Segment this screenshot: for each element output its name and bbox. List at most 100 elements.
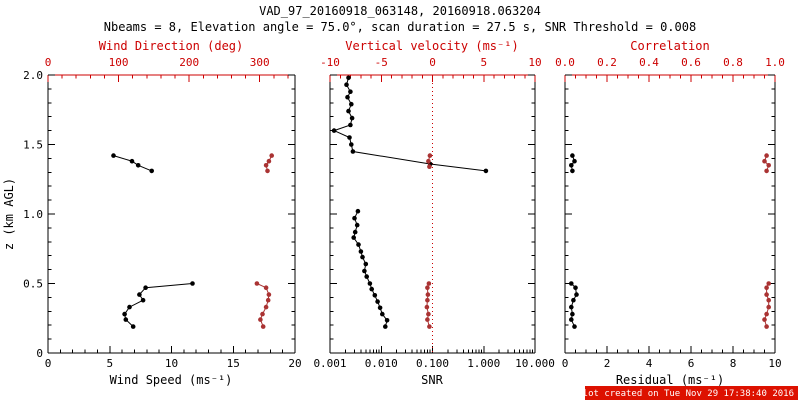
data-point bbox=[766, 163, 771, 168]
y-tick-label: 0.5 bbox=[23, 278, 43, 291]
top-tick-label: 0 bbox=[45, 56, 52, 69]
x-tick-label: 6 bbox=[688, 357, 695, 370]
residual-axis-label: Residual (ms⁻¹) bbox=[616, 373, 724, 387]
data-point bbox=[143, 285, 148, 291]
data-point bbox=[347, 135, 352, 140]
data-point bbox=[571, 297, 576, 303]
top-tick-label: 300 bbox=[250, 56, 270, 69]
data-point bbox=[569, 163, 574, 168]
data-point bbox=[426, 158, 431, 164]
data-point bbox=[111, 153, 116, 158]
wind-speed-axis-label: Wind Speed (ms⁻¹) bbox=[110, 373, 233, 387]
data-point bbox=[384, 318, 390, 323]
footer-background bbox=[585, 386, 798, 400]
snr-axis-label: SNR bbox=[421, 373, 443, 387]
data-point bbox=[383, 324, 388, 329]
data-point bbox=[123, 317, 129, 322]
data-point bbox=[572, 158, 577, 164]
data-point bbox=[129, 158, 135, 164]
series-line-correlation bbox=[763, 155, 770, 172]
x-tick-label: 10 bbox=[165, 357, 178, 370]
data-point bbox=[254, 281, 260, 286]
data-point bbox=[344, 82, 349, 87]
data-point bbox=[426, 311, 431, 317]
data-point bbox=[260, 311, 265, 317]
data-point bbox=[764, 292, 769, 297]
series-wind-direction bbox=[254, 153, 275, 329]
series-line-wind-direction bbox=[265, 155, 273, 172]
x-tick-label: 8 bbox=[730, 357, 737, 370]
data-point bbox=[140, 297, 146, 303]
x-tick-label: 10 bbox=[768, 357, 781, 370]
data-point bbox=[570, 168, 575, 174]
data-point bbox=[363, 261, 369, 267]
top-tick-label: 200 bbox=[179, 56, 199, 69]
data-point bbox=[570, 153, 575, 158]
data-point bbox=[263, 163, 269, 168]
data-point bbox=[349, 101, 354, 107]
data-point bbox=[377, 305, 383, 311]
data-point bbox=[766, 297, 771, 303]
panel-residual: 0 2 4 6 8 10 0.0 0.2 0.4 0.6 0.8 1.0 bbox=[555, 56, 785, 370]
series-correlation bbox=[762, 153, 771, 329]
top-tick-label: -10 bbox=[320, 56, 340, 69]
x-tick-label: 5 bbox=[106, 357, 113, 370]
data-point bbox=[346, 75, 351, 81]
x-tick-label: 0 bbox=[45, 357, 52, 370]
x-tick-label: 0.001 bbox=[313, 357, 346, 370]
x-tick-label: 0 bbox=[562, 357, 569, 370]
data-point bbox=[258, 317, 263, 322]
data-point bbox=[367, 281, 373, 286]
plot-title: VAD_97_20160918_063148, 20160918.063204 bbox=[259, 4, 541, 18]
plot-timestamp: Plot created on Tue Nov 29 17:38:40 2016 bbox=[577, 389, 794, 399]
x-tick-label: 0.100 bbox=[416, 357, 449, 370]
data-point bbox=[360, 254, 365, 260]
panel-residual-data bbox=[569, 153, 771, 329]
top-tick-label: 0.0 bbox=[555, 56, 575, 69]
data-point bbox=[375, 299, 380, 304]
series-line-snr bbox=[332, 77, 486, 172]
data-point bbox=[260, 324, 266, 329]
top-tick-label: 0.6 bbox=[681, 56, 701, 69]
correlation-axis-label: Correlation bbox=[630, 39, 709, 53]
data-point bbox=[352, 229, 358, 235]
data-point bbox=[265, 297, 271, 303]
data-point bbox=[764, 168, 769, 174]
plot-subtitle: Nbeams = 8, Elevation angle = 75.0°, sca… bbox=[104, 20, 696, 34]
data-point bbox=[364, 274, 370, 279]
top-tick-label: 0.4 bbox=[639, 56, 659, 69]
top-tick-label: 0 bbox=[429, 56, 436, 69]
data-point bbox=[764, 311, 769, 317]
data-point bbox=[149, 168, 154, 174]
data-point bbox=[331, 128, 337, 133]
panel-snr: 0.001 0.010 0.100 1.000 10.000 -10 -5 0 5 10 bbox=[313, 56, 554, 370]
data-point bbox=[345, 94, 350, 100]
data-point bbox=[354, 222, 360, 228]
data-point bbox=[427, 153, 433, 158]
data-point bbox=[348, 122, 353, 128]
data-point bbox=[266, 158, 272, 164]
data-point bbox=[137, 292, 142, 297]
data-point bbox=[346, 108, 351, 114]
data-point bbox=[352, 215, 357, 221]
data-point bbox=[263, 304, 269, 310]
data-point bbox=[265, 168, 270, 174]
data-point bbox=[427, 324, 432, 329]
x-tick-label: 1.000 bbox=[467, 357, 500, 370]
data-point bbox=[766, 304, 771, 310]
data-point bbox=[427, 164, 432, 169]
data-point bbox=[348, 89, 353, 94]
series-residual bbox=[569, 153, 579, 329]
data-point bbox=[358, 249, 364, 254]
panel-residual-frame: 0 2 4 6 8 10 0.0 0.2 0.4 0.6 0.8 1.0 bbox=[555, 56, 785, 370]
data-point bbox=[349, 115, 355, 121]
series-line-wind-speed bbox=[113, 155, 152, 172]
data-point bbox=[369, 286, 375, 292]
x-tick-label: 15 bbox=[227, 357, 240, 370]
data-point bbox=[762, 317, 767, 322]
wind-direction-axis-label: Wind Direction (deg) bbox=[99, 39, 244, 53]
data-point bbox=[766, 281, 771, 286]
data-point bbox=[425, 292, 431, 297]
